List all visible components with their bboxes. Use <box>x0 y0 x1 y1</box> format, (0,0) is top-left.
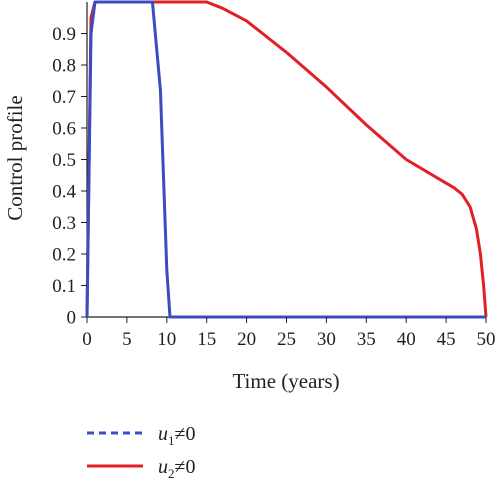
y-tick-label: 0.2 <box>52 245 76 266</box>
x-axis-ticks: 0 5 10 15 20 25 30 35 40 45 50 <box>82 317 496 350</box>
series-layer <box>85 0 488 319</box>
y-tick-label: 0.8 <box>52 56 76 77</box>
x-tick-label: 15 <box>197 329 216 350</box>
x-tick-label: 10 <box>157 329 176 350</box>
x-tick-label: 50 <box>477 329 496 350</box>
x-tick-label: 25 <box>277 329 296 350</box>
y-tick-label: 0.6 <box>52 119 76 140</box>
x-tick-label: 35 <box>357 329 376 350</box>
x-tick-label: 45 <box>437 329 456 350</box>
x-tick-label: 30 <box>317 329 336 350</box>
x-tick-label: 5 <box>122 329 132 350</box>
legend-label-1: u1≠0 <box>158 423 195 448</box>
x-tick-label: 40 <box>397 329 416 350</box>
legend: u1≠0 u2≠0 <box>87 423 195 481</box>
x-tick-label: 0 <box>82 329 92 350</box>
y-axis-title: Control profile <box>3 95 27 220</box>
x-tick-label: 20 <box>237 329 256 350</box>
y-tick-label: 0.4 <box>52 182 76 203</box>
series-line-2 <box>85 0 488 318</box>
y-tick-label: 0.3 <box>52 213 76 234</box>
series-line-1 <box>85 0 486 319</box>
y-tick-label: 0.5 <box>52 150 76 171</box>
y-tick-label: 0.7 <box>52 87 76 108</box>
plot-frame <box>86 2 486 318</box>
legend-label-2: u2≠0 <box>158 456 195 481</box>
y-tick-label: 0 <box>67 308 77 329</box>
y-tick-label: 0.1 <box>52 276 76 297</box>
y-axis-ticks: 0 0.1 0.2 0.3 0.4 0.5 0.6 0.7 0.8 0.9 <box>52 24 87 329</box>
y-tick-label: 0.9 <box>52 24 76 45</box>
x-axis-title: Time (years) <box>232 369 339 393</box>
